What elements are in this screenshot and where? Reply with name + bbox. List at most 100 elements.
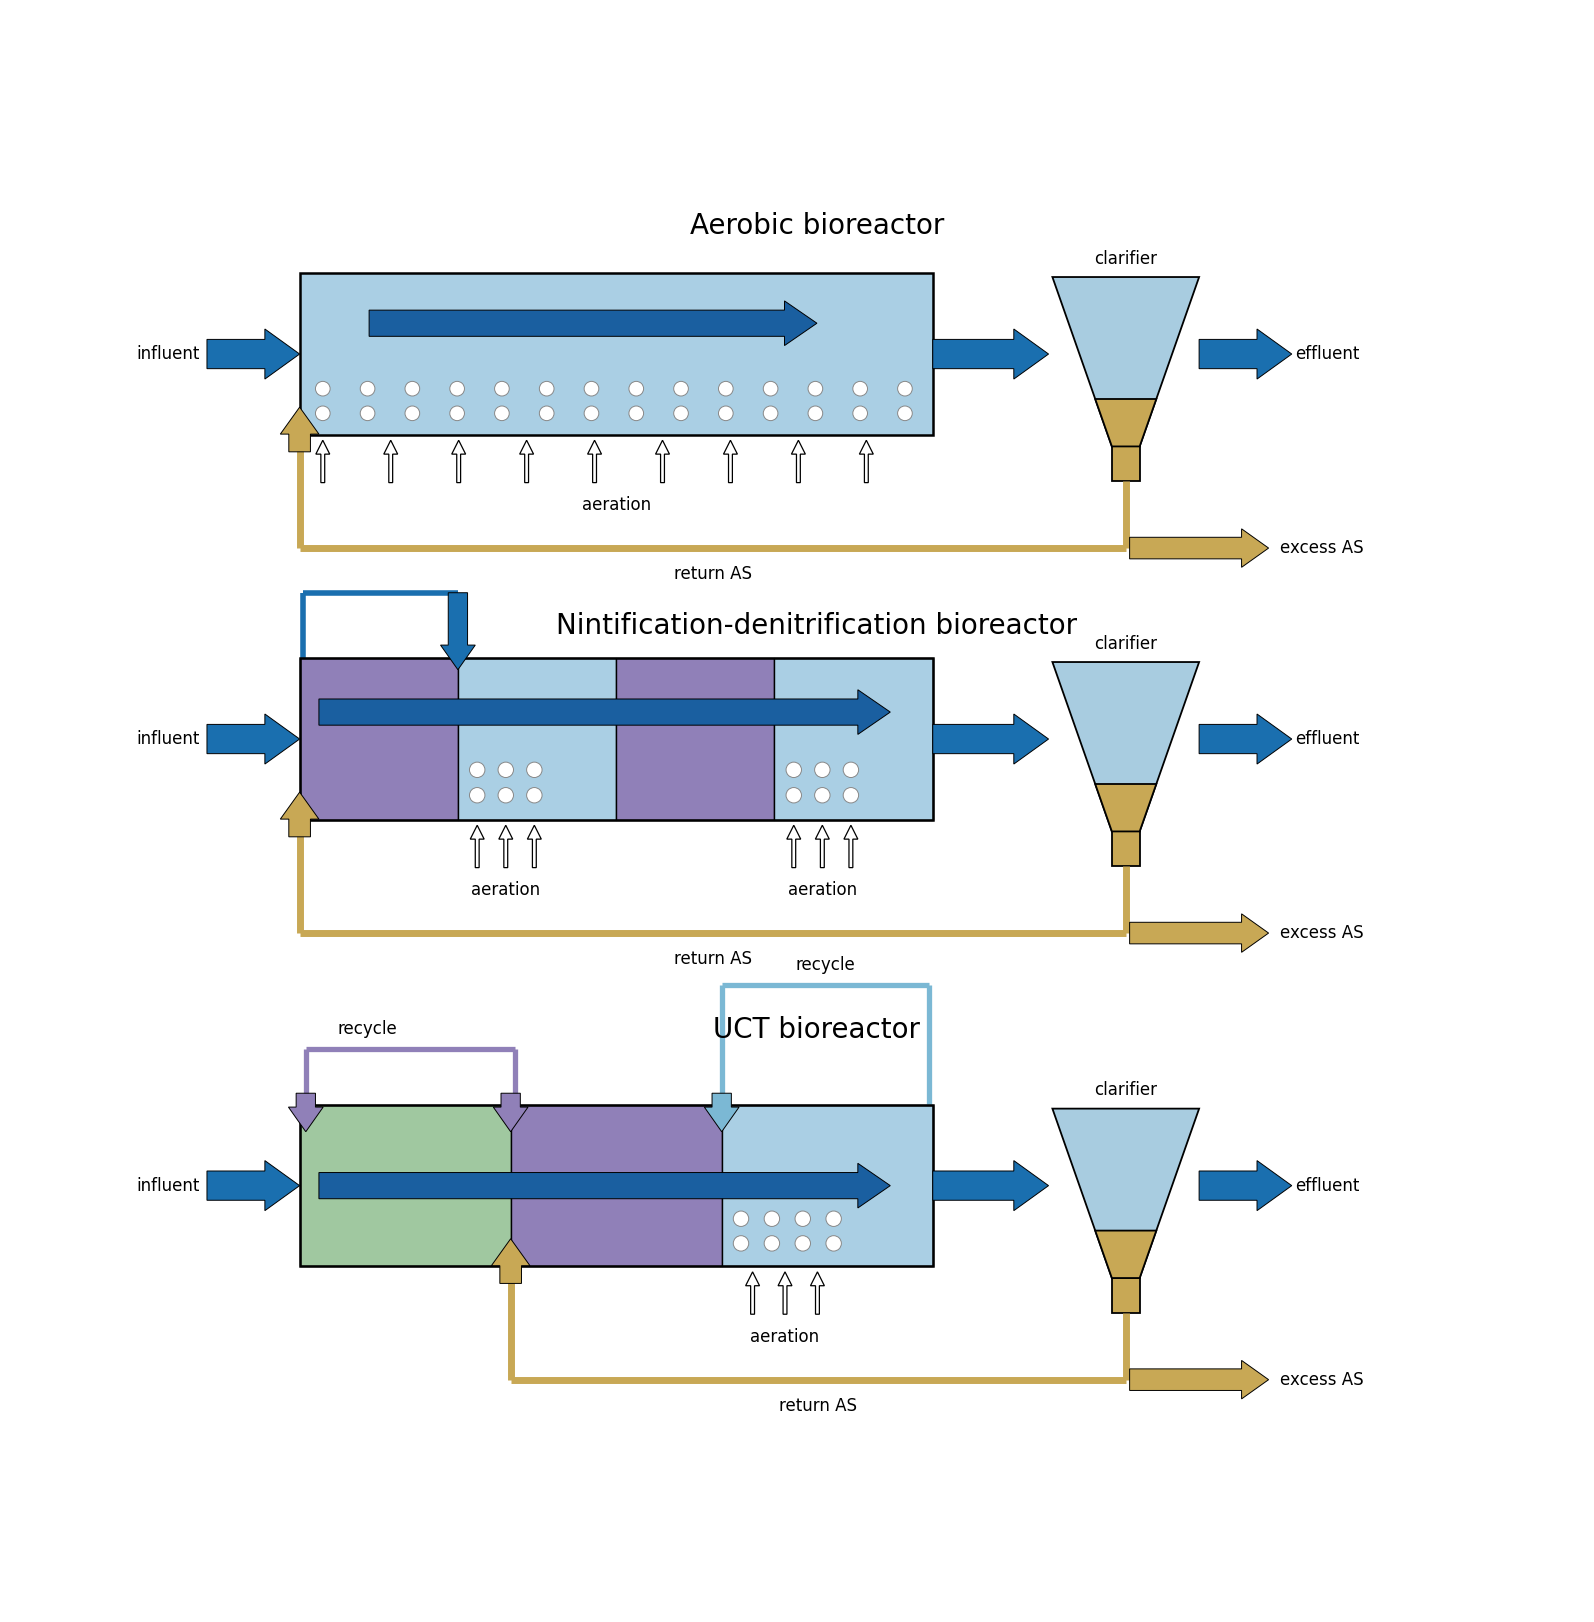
Circle shape bbox=[470, 762, 485, 777]
FancyArrow shape bbox=[520, 440, 534, 483]
Bar bbox=[300, 659, 932, 819]
Circle shape bbox=[815, 762, 830, 777]
FancyArrow shape bbox=[370, 302, 816, 345]
FancyArrow shape bbox=[499, 826, 513, 868]
Circle shape bbox=[405, 381, 419, 396]
FancyArrow shape bbox=[207, 329, 300, 380]
Circle shape bbox=[360, 406, 375, 420]
Circle shape bbox=[497, 788, 513, 803]
FancyArrow shape bbox=[451, 440, 465, 483]
FancyArrow shape bbox=[491, 1239, 529, 1283]
Circle shape bbox=[719, 406, 733, 420]
FancyArrow shape bbox=[319, 689, 891, 735]
FancyArrow shape bbox=[207, 714, 300, 764]
Bar bbox=[510, 1105, 722, 1267]
Text: excess AS: excess AS bbox=[1280, 539, 1364, 556]
Circle shape bbox=[815, 788, 830, 803]
Text: excess AS: excess AS bbox=[1280, 925, 1364, 942]
Text: Aerobic bioreactor: Aerobic bioreactor bbox=[690, 211, 944, 240]
Circle shape bbox=[494, 381, 508, 396]
Circle shape bbox=[843, 762, 859, 777]
Circle shape bbox=[470, 788, 485, 803]
FancyArrow shape bbox=[588, 440, 601, 483]
Text: return AS: return AS bbox=[674, 950, 752, 968]
FancyArrow shape bbox=[528, 826, 542, 868]
Circle shape bbox=[808, 381, 823, 396]
Circle shape bbox=[853, 406, 867, 420]
Circle shape bbox=[539, 381, 555, 396]
Text: excess AS: excess AS bbox=[1280, 1371, 1364, 1388]
FancyArrow shape bbox=[440, 592, 475, 670]
Bar bbox=[775, 659, 932, 819]
FancyArrow shape bbox=[810, 1272, 824, 1314]
Circle shape bbox=[764, 406, 778, 420]
Circle shape bbox=[733, 1236, 749, 1251]
Circle shape bbox=[897, 381, 912, 396]
Circle shape bbox=[583, 406, 599, 420]
FancyArrow shape bbox=[1199, 714, 1291, 764]
Circle shape bbox=[450, 381, 464, 396]
FancyArrow shape bbox=[746, 1272, 759, 1314]
Circle shape bbox=[897, 406, 912, 420]
Polygon shape bbox=[1052, 277, 1199, 446]
Text: aeration: aeration bbox=[582, 496, 650, 514]
Polygon shape bbox=[1052, 1108, 1199, 1278]
FancyArrow shape bbox=[932, 714, 1049, 764]
Text: return AS: return AS bbox=[779, 1397, 858, 1414]
Circle shape bbox=[539, 406, 555, 420]
FancyArrow shape bbox=[207, 1161, 300, 1210]
Bar bbox=[457, 659, 617, 819]
FancyArrow shape bbox=[289, 1093, 324, 1132]
Polygon shape bbox=[1095, 399, 1156, 446]
FancyArrow shape bbox=[1199, 1161, 1291, 1210]
Text: return AS: return AS bbox=[674, 564, 752, 582]
FancyArrow shape bbox=[316, 440, 330, 483]
Circle shape bbox=[764, 1236, 779, 1251]
Circle shape bbox=[630, 381, 644, 396]
Text: effluent: effluent bbox=[1296, 730, 1360, 748]
Circle shape bbox=[764, 381, 778, 396]
Circle shape bbox=[843, 788, 859, 803]
FancyArrow shape bbox=[1130, 913, 1269, 952]
Text: clarifier: clarifier bbox=[1093, 1082, 1157, 1100]
Circle shape bbox=[719, 381, 733, 396]
FancyArrow shape bbox=[787, 826, 800, 868]
Text: UCT bioreactor: UCT bioreactor bbox=[714, 1017, 920, 1045]
Circle shape bbox=[583, 381, 599, 396]
FancyArrow shape bbox=[470, 826, 485, 868]
Circle shape bbox=[497, 762, 513, 777]
Polygon shape bbox=[1113, 1278, 1140, 1312]
Circle shape bbox=[853, 381, 867, 396]
Text: Nintification-denitrification bioreactor: Nintification-denitrification bioreactor bbox=[556, 611, 1078, 641]
FancyArrow shape bbox=[778, 1272, 792, 1314]
Text: influent: influent bbox=[135, 730, 199, 748]
FancyArrow shape bbox=[705, 1093, 740, 1132]
FancyArrow shape bbox=[384, 440, 397, 483]
FancyArrow shape bbox=[792, 440, 805, 483]
Text: clarifier: clarifier bbox=[1093, 634, 1157, 652]
Polygon shape bbox=[1052, 662, 1199, 832]
Circle shape bbox=[360, 381, 375, 396]
Text: influent: influent bbox=[135, 1176, 199, 1195]
Polygon shape bbox=[1113, 832, 1140, 866]
Text: effluent: effluent bbox=[1296, 1176, 1360, 1195]
FancyArrow shape bbox=[932, 1161, 1049, 1210]
Text: recycle: recycle bbox=[338, 1020, 397, 1038]
Circle shape bbox=[786, 788, 802, 803]
FancyArrow shape bbox=[843, 826, 858, 868]
Circle shape bbox=[674, 406, 689, 420]
Circle shape bbox=[733, 1212, 749, 1226]
Circle shape bbox=[795, 1236, 810, 1251]
FancyArrow shape bbox=[816, 826, 829, 868]
Polygon shape bbox=[1095, 1231, 1156, 1278]
FancyArrow shape bbox=[859, 440, 874, 483]
Text: clarifier: clarifier bbox=[1093, 250, 1157, 268]
Circle shape bbox=[450, 406, 464, 420]
FancyArrow shape bbox=[724, 440, 738, 483]
Text: effluent: effluent bbox=[1296, 345, 1360, 363]
Circle shape bbox=[826, 1236, 842, 1251]
Text: aeration: aeration bbox=[751, 1328, 819, 1346]
Polygon shape bbox=[1095, 783, 1156, 832]
Circle shape bbox=[494, 406, 508, 420]
FancyArrow shape bbox=[281, 792, 319, 837]
